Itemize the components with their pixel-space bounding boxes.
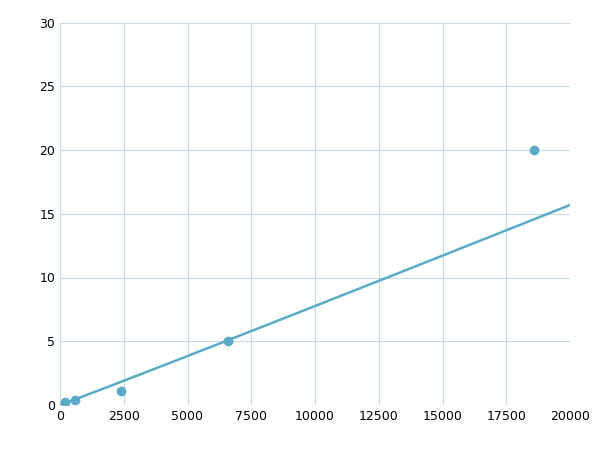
Point bbox=[71, 396, 80, 404]
Point bbox=[60, 399, 70, 406]
Point bbox=[116, 387, 126, 395]
Point bbox=[224, 338, 233, 345]
Point bbox=[529, 146, 539, 153]
